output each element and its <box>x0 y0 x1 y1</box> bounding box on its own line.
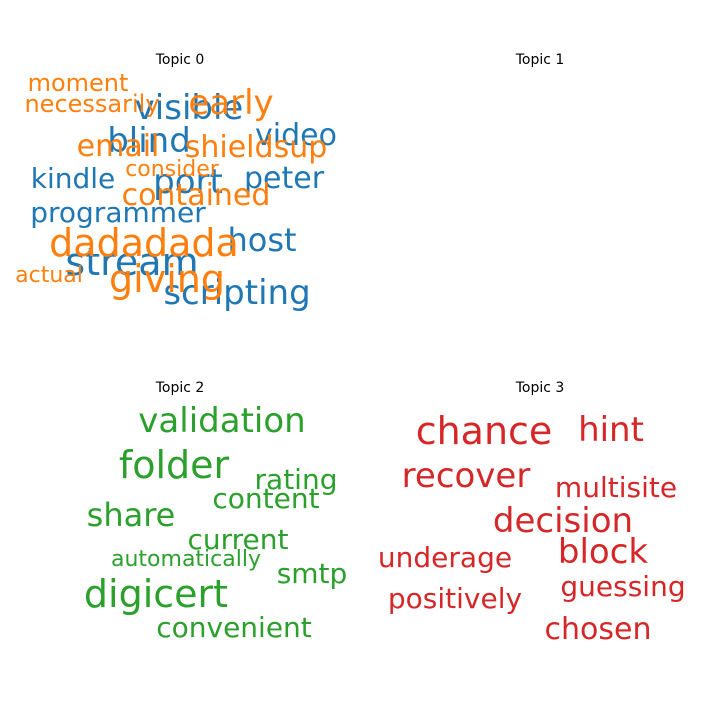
word-hint: hint <box>578 410 644 450</box>
word-early: early <box>188 83 274 123</box>
word-email: email <box>76 129 160 164</box>
word-scripting: scripting <box>163 273 311 313</box>
word-share: share <box>86 496 176 534</box>
word-guessing: guessing <box>560 570 686 603</box>
word-multisite: multisite <box>554 471 678 504</box>
word-chosen: chosen <box>544 612 652 647</box>
word-visible: visible <box>134 88 244 128</box>
topic-3-panel: Topic 3 chance hint recover multisite decisi… <box>360 360 720 720</box>
word-current: current <box>187 523 289 556</box>
word-port: port <box>153 162 223 202</box>
word-smtp: smtp <box>276 557 348 590</box>
word-shieldsup: shieldsup <box>184 130 328 165</box>
topic-3-title: Topic 3 <box>515 380 565 396</box>
word-video: video <box>255 118 337 153</box>
word-convenient: convenient <box>156 611 312 644</box>
topic-1-panel: Topic 1 moment necessarily early email shiel… <box>15 0 720 360</box>
topic-1-title: Topic 1 <box>515 52 565 68</box>
word-consider: consider <box>125 157 219 182</box>
word-rating: rating <box>254 463 338 496</box>
word-decision: decision <box>492 501 634 541</box>
topic-0-wordcloud: visible blind video kindle port peter programm… <box>0 0 360 360</box>
word-folder: folder <box>118 443 230 487</box>
topic-2-title: Topic 2 <box>155 380 205 396</box>
word-automatically: automatically <box>111 547 261 572</box>
word-blind: blind <box>107 121 191 161</box>
word-necessarily: necessarily <box>24 90 160 118</box>
word-underage: underage <box>377 541 513 574</box>
topic-1-wordcloud: moment necessarily early email shieldsup cons… <box>15 0 720 360</box>
word-programmer: programmer <box>30 196 206 229</box>
word-stream: stream <box>65 240 199 284</box>
word-contained: contained <box>121 178 271 213</box>
word-peter: peter <box>243 161 325 196</box>
topic-3-wordcloud: chance hint recover multisite decision block u… <box>360 360 720 720</box>
topic-0-title: Topic 0 <box>155 52 205 68</box>
word-validation: validation <box>138 401 306 441</box>
word-kindle: kindle <box>30 162 116 195</box>
word-host: host <box>227 221 297 259</box>
word-positively: positively <box>387 582 523 615</box>
word-giving: giving <box>109 257 225 301</box>
word-block: block <box>557 532 649 572</box>
word-content: content <box>212 482 320 515</box>
word-dadadada: dadadada <box>49 221 239 265</box>
word-chance: chance <box>415 409 553 453</box>
topic-0-panel: Topic 0 visible blind video kindle port peter… <box>0 0 360 360</box>
word-actual: actual <box>15 263 83 288</box>
word-digicert: digicert <box>83 572 229 616</box>
word-recover: recover <box>401 456 531 496</box>
topic-2-panel: Topic 2 validation folder rating content sha… <box>0 360 360 720</box>
word-moment: moment <box>27 69 129 97</box>
topic-2-wordcloud: validation folder rating content share curren… <box>0 360 360 720</box>
